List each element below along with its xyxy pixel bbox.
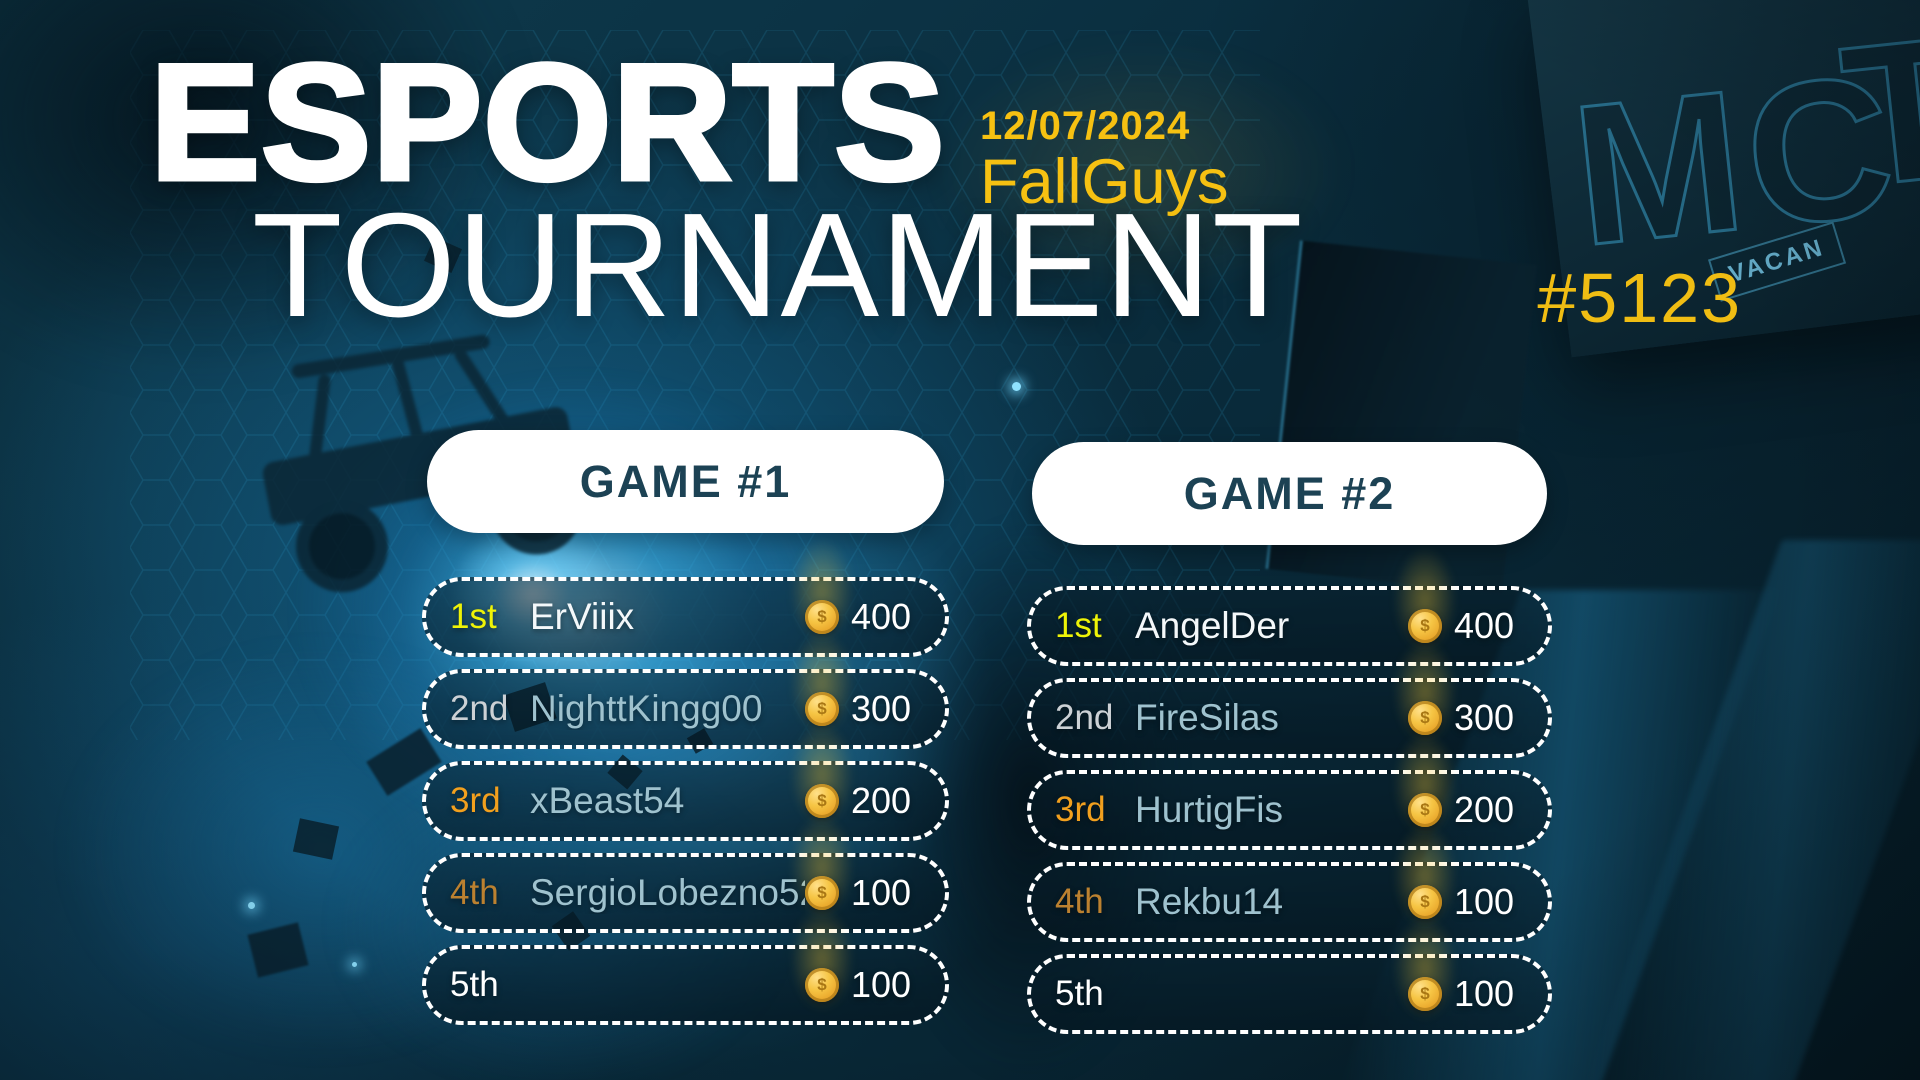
title-tournament: TOURNAMENT — [252, 183, 1304, 348]
coin-icon: $ — [789, 628, 855, 738]
prize-list: 1st ErViiix $ 400 2nd NighttKingg00 $ 30… — [422, 536, 949, 1025]
player-name: NighttKingg00 — [530, 688, 763, 729]
leaderboard-row: 4th Rekbu14 $ 100 — [1027, 821, 1552, 942]
rank-label: 3rd — [1055, 790, 1106, 829]
title-esports: ESPORTS — [148, 30, 948, 214]
coin-icon: $ — [789, 720, 855, 830]
coin-dollar-symbol: $ — [817, 883, 827, 902]
game-header-pill: GAME #2 — [1032, 442, 1547, 545]
leaderboard-row: 2nd NighttKingg00 $ 300 — [422, 628, 949, 749]
coin-dollar-symbol: $ — [1420, 800, 1430, 819]
coin-dollar-symbol: $ — [817, 791, 827, 810]
player-name: HurtigFis — [1135, 789, 1284, 830]
prize-value: 100 — [1454, 881, 1515, 922]
player-name: FireSilas — [1135, 697, 1279, 738]
rank-label: 3rd — [450, 781, 501, 820]
rank-label: 5th — [450, 965, 499, 1004]
player-name: ErViiix — [530, 596, 635, 637]
coin-icon: $ — [1392, 545, 1458, 655]
prize-value: 300 — [851, 688, 912, 729]
coin-icon: $ — [1392, 637, 1458, 747]
coin-icon: $ — [789, 536, 855, 646]
leaderboard-row: 3rd HurtigFis $ 200 — [1027, 729, 1552, 850]
rank-label: 1st — [1055, 606, 1102, 645]
rank-label: 4th — [450, 873, 499, 912]
prize-value: 100 — [851, 964, 912, 1005]
game-column: GAME #1 1st ErViiix $ 400 2nd NighttKing… — [422, 430, 949, 1037]
tournament-number: #5123 — [1537, 259, 1742, 337]
event-date: 12/07/2024 — [980, 104, 1191, 148]
game-title: GAME #1 — [579, 455, 792, 507]
player-name: Rekbu14 — [1135, 881, 1284, 922]
prize-value: 100 — [1454, 973, 1515, 1014]
game-header-pill: GAME #1 — [427, 430, 944, 533]
leaderboard-row: 3rd xBeast54 $ 200 — [422, 720, 949, 841]
game-column: GAME #2 1st AngelDer $ 400 2nd FireSilas… — [1027, 442, 1552, 1046]
leaderboard-row: 5th $ 100 — [1027, 913, 1552, 1034]
player-name: AngelDer — [1135, 605, 1290, 646]
event-game-name: FallGuys — [980, 147, 1229, 217]
coin-icon: $ — [789, 904, 855, 1014]
prize-value: 200 — [1454, 789, 1515, 830]
event-meta: 12/07/2024 FallGuys — [980, 104, 1229, 214]
rank-label: 1st — [450, 597, 497, 636]
coin-dollar-symbol: $ — [817, 975, 827, 994]
rank-label: 2nd — [1055, 698, 1114, 737]
coin-dollar-symbol: $ — [1420, 892, 1430, 911]
player-name: SergioLobezno52 — [530, 872, 805, 913]
prize-value: 300 — [1454, 697, 1515, 738]
prize-list: 1st AngelDer $ 400 2nd FireSilas $ 300 3… — [1027, 545, 1552, 1034]
prize-value: 200 — [851, 780, 912, 821]
prize-value: 100 — [851, 872, 912, 913]
player-name: xBeast54 — [530, 780, 685, 821]
prize-value: 400 — [851, 596, 912, 637]
leaderboard-row: 4th SergioLobezno52 $ 100 — [422, 812, 949, 933]
prize-value: 400 — [1454, 605, 1515, 646]
leaderboard-row: 1st ErViiix $ 400 — [422, 536, 949, 657]
coin-icon: $ — [1392, 913, 1458, 1023]
coin-icon: $ — [1392, 729, 1458, 839]
coin-dollar-symbol: $ — [817, 699, 827, 718]
coin-icon: $ — [1392, 821, 1458, 931]
leaderboard-row: 1st AngelDer $ 400 — [1027, 545, 1552, 666]
game-title: GAME #2 — [1183, 467, 1396, 519]
coin-dollar-symbol: $ — [1420, 616, 1430, 635]
rank-label: 5th — [1055, 974, 1104, 1013]
coin-dollar-symbol: $ — [1420, 984, 1430, 1003]
rank-label: 4th — [1055, 882, 1104, 921]
leaderboard-row: 5th $ 100 — [422, 904, 949, 1025]
coin-dollar-symbol: $ — [817, 607, 827, 626]
coin-icon: $ — [789, 812, 855, 922]
rank-label: 2nd — [450, 689, 509, 728]
coin-dollar-symbol: $ — [1420, 708, 1430, 727]
leaderboard-row: 2nd FireSilas $ 300 — [1027, 637, 1552, 758]
